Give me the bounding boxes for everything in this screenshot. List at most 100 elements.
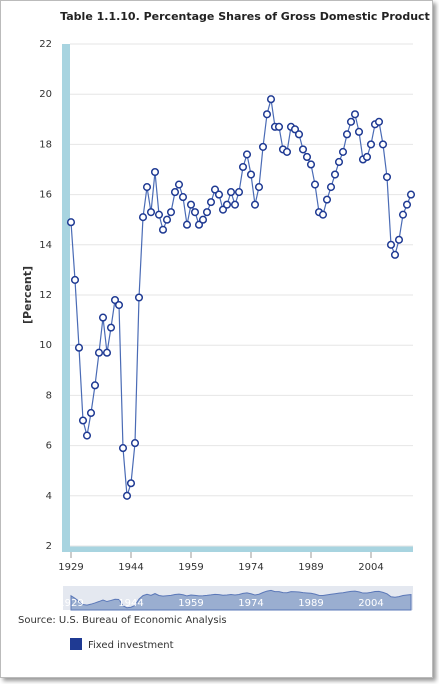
y-tick-label: 20 (39, 89, 52, 100)
point (86, 408, 96, 418)
point (342, 130, 352, 139)
x-axis-bar (62, 546, 413, 552)
point (150, 167, 160, 177)
point (78, 416, 88, 425)
point (98, 313, 108, 322)
point (242, 150, 252, 159)
point (362, 152, 372, 161)
point (178, 193, 188, 202)
point (174, 180, 184, 189)
y-tick-label: 12 (39, 290, 52, 301)
y-tick-label: 18 (39, 139, 52, 150)
point (142, 183, 152, 192)
y-tick-label: 2 (46, 541, 52, 552)
navigator-tick-label: 1959 (178, 598, 203, 609)
point (398, 210, 408, 219)
y-tick-label: 4 (46, 491, 52, 502)
point (138, 213, 148, 222)
point (250, 200, 260, 209)
point (114, 300, 124, 310)
point (198, 215, 208, 224)
point (330, 170, 340, 179)
point (298, 145, 308, 154)
x-tick-label: 1959 (178, 562, 203, 573)
point (110, 295, 120, 305)
y-axis-bar (62, 44, 70, 552)
x-tick-label: 1944 (118, 562, 143, 573)
point (162, 215, 172, 224)
y-tick-label: 10 (39, 340, 52, 351)
point (390, 250, 400, 259)
navigator-tick-label: 1944 (118, 598, 143, 609)
point (230, 200, 240, 209)
navigator-area (70, 589, 412, 611)
point (266, 95, 276, 104)
point (82, 431, 92, 440)
point (206, 198, 216, 207)
point (354, 127, 364, 136)
legend-swatch (70, 638, 82, 650)
point (194, 220, 204, 229)
point (238, 162, 248, 172)
point (386, 240, 396, 249)
point (146, 208, 156, 217)
point (366, 140, 376, 149)
frame (0, 0, 433, 678)
point (322, 195, 332, 204)
point (222, 200, 232, 209)
legend-label: Fixed investment (88, 640, 174, 651)
source: Source: U.S. Bureau of Economic Analysis (18, 615, 227, 626)
point (310, 180, 320, 189)
navigator-tick-label: 1989 (298, 598, 323, 609)
point (258, 142, 268, 151)
point (382, 172, 392, 182)
point (170, 188, 180, 197)
point (406, 190, 416, 199)
point (302, 152, 312, 161)
point (246, 170, 256, 179)
y-tick-label: 22 (39, 39, 52, 50)
point (334, 157, 344, 167)
point (154, 210, 164, 219)
navigator-tick-label: 1974 (238, 598, 263, 609)
point (182, 220, 192, 229)
point (338, 147, 348, 156)
point (318, 210, 328, 219)
navigator-tick-label: 1929 (58, 598, 83, 609)
point (402, 200, 412, 209)
point (346, 117, 356, 126)
point (106, 323, 116, 332)
y-axis-label: [Percent] (21, 266, 34, 324)
chart-title: Table 1.1.10. Percentage Shares of Gross… (60, 10, 430, 23)
point (262, 110, 272, 119)
y-tick-label: 16 (39, 190, 52, 201)
point (90, 381, 100, 390)
point (122, 491, 132, 500)
point (126, 479, 136, 488)
point (70, 275, 80, 284)
y-tick-label: 8 (46, 390, 52, 401)
point (186, 200, 196, 209)
y-tick-label: 14 (39, 240, 52, 251)
y-tick-label: 6 (46, 441, 52, 452)
point (74, 343, 84, 352)
point (210, 185, 220, 194)
point (118, 444, 128, 453)
point (102, 348, 112, 357)
point (274, 122, 284, 131)
point (218, 205, 228, 214)
x-tick-label: 2004 (358, 562, 383, 573)
x-tick-label: 1989 (298, 562, 323, 573)
point (394, 235, 404, 244)
point (130, 439, 140, 448)
point (226, 188, 236, 197)
x-tick-label: 1929 (58, 562, 83, 573)
point (94, 348, 104, 357)
point (374, 117, 384, 126)
point (66, 218, 76, 227)
navigator-tick-label: 2004 (358, 598, 383, 609)
point (378, 140, 388, 149)
point (282, 147, 292, 156)
point (202, 208, 212, 217)
